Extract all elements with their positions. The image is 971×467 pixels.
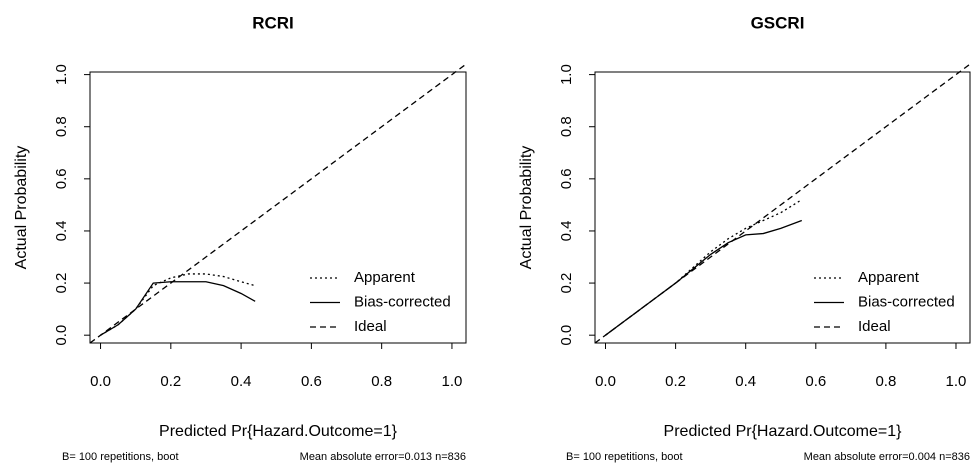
x-tick-label: 0.2 xyxy=(665,373,686,390)
series-line xyxy=(594,63,971,344)
subtitle-right: Mean absolute error=0.013 n=836 xyxy=(300,451,466,463)
series-line xyxy=(605,199,803,336)
x-tick-label: 0.2 xyxy=(160,373,181,390)
x-tick-label: 0.6 xyxy=(805,373,826,390)
legend-label: Ideal xyxy=(858,318,891,335)
y-tick-label: 0.6 xyxy=(558,168,575,189)
x-tick-label: 0.0 xyxy=(595,373,616,390)
y-tick-label: 0.2 xyxy=(558,273,575,294)
y-axis-title: Actual Probability xyxy=(13,146,30,270)
x-axis-title: Predicted Pr{Hazard.Outcome=1} xyxy=(664,423,903,440)
series-line xyxy=(89,63,467,344)
x-tick-label: 0.6 xyxy=(301,373,322,390)
y-tick-label: 0.4 xyxy=(558,221,575,242)
y-tick-label: 0.0 xyxy=(558,325,575,346)
subtitle-left: B= 100 repetitions, boot xyxy=(566,451,683,463)
subtitle-left: B= 100 repetitions, boot xyxy=(62,451,179,463)
chart-title: GSCRI xyxy=(751,13,805,32)
x-tick-label: 0.8 xyxy=(875,373,896,390)
x-tick-label: 0.4 xyxy=(735,373,756,390)
y-tick-label: 0.2 xyxy=(53,273,70,294)
y-tick-label: 0.8 xyxy=(53,116,70,137)
x-tick-label: 1.0 xyxy=(442,373,463,390)
x-tick-label: 0.0 xyxy=(90,373,111,390)
y-tick-label: 0.8 xyxy=(558,116,575,137)
y-tick-label: 0.6 xyxy=(53,168,70,189)
legend-label: Ideal xyxy=(354,318,387,335)
x-tick-label: 0.4 xyxy=(231,373,252,390)
y-tick-label: 1.0 xyxy=(53,64,70,85)
series-line xyxy=(100,281,256,336)
y-tick-label: 0.4 xyxy=(53,221,70,242)
series-line xyxy=(100,273,256,336)
series-line xyxy=(605,219,803,336)
legend-label: Apparent xyxy=(354,269,416,286)
y-tick-label: 0.0 xyxy=(53,325,70,346)
legend-label: Bias-corrected xyxy=(354,293,451,310)
subtitle-right: Mean absolute error=0.004 n=836 xyxy=(804,451,970,463)
plot-frame xyxy=(594,71,971,344)
x-tick-label: 0.8 xyxy=(371,373,392,390)
x-axis-title: Predicted Pr{Hazard.Outcome=1} xyxy=(159,423,398,440)
y-tick-label: 1.0 xyxy=(558,64,575,85)
plot-frame xyxy=(89,71,467,344)
chart-title: RCRI xyxy=(252,13,294,32)
legend-label: Bias-corrected xyxy=(858,293,955,310)
x-tick-label: 1.0 xyxy=(946,373,967,390)
y-axis-title: Actual Probability xyxy=(518,146,535,270)
legend-label: Apparent xyxy=(858,269,920,286)
